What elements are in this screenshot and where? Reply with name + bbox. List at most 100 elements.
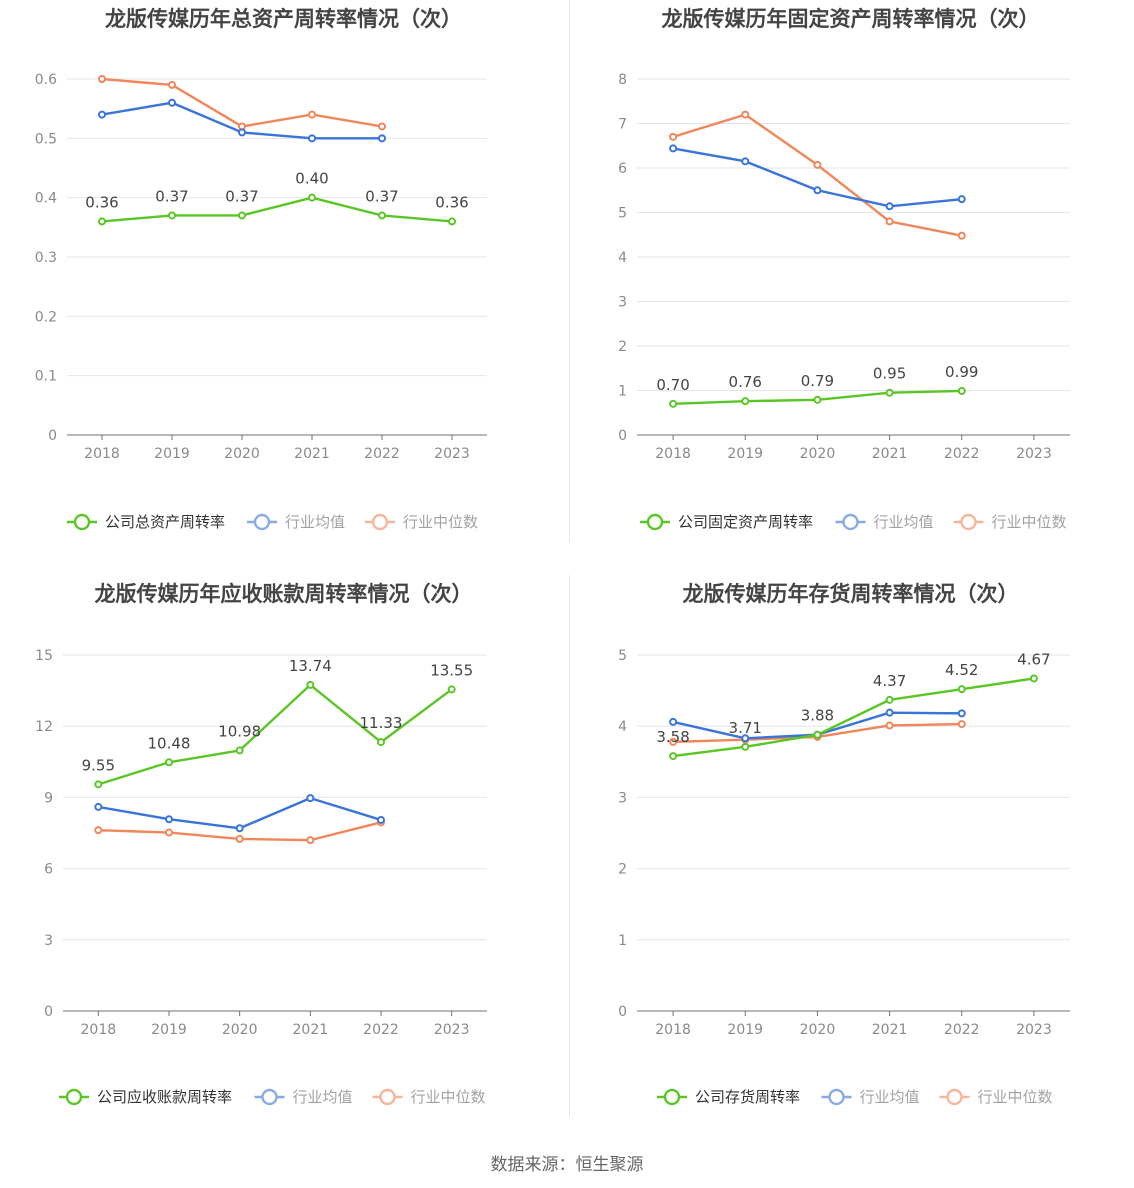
panel-divider: [569, 0, 570, 542]
legend-marker-icon: [261, 1088, 278, 1106]
chart-title: 龙版传媒历年应收账款周转率情况（次）: [95, 582, 473, 606]
y-tick-label: 3: [44, 933, 53, 949]
legend-label: 行业均值: [874, 513, 934, 531]
legend-item-company: 公司固定资产周转率: [640, 513, 813, 531]
x-tick-label: 2019: [727, 1022, 763, 1038]
data-point-company: [741, 397, 750, 406]
data-point-company: [957, 685, 966, 694]
data-label: 0.37: [365, 187, 398, 205]
legend-label: 公司固定资产周转率: [678, 513, 813, 531]
series-line-company: [672, 677, 1035, 758]
x-tick-label: 2018: [655, 1022, 691, 1038]
legend-marker-icon: [960, 513, 977, 531]
data-point-median: [98, 75, 106, 83]
data-point-company: [238, 211, 246, 220]
legend-item-average: 行业均值: [835, 513, 934, 531]
series-line-median: [101, 77, 383, 128]
y-tick-label: 5: [618, 648, 627, 664]
data-point-company: [669, 752, 678, 761]
data-point-company: [669, 399, 678, 408]
data-point-company: [98, 217, 106, 226]
legend-marker-icon: [842, 513, 859, 531]
data-label: 0.95: [873, 365, 906, 383]
chart-panel-total-asset-turnover: 龙版传媒历年总资产周转率情况（次） 0 0.1 0.2 0.3 0.4 0.5 0.6 2018…: [0, 0, 567, 575]
legend-label: 行业均值: [285, 513, 345, 531]
data-point-median: [669, 132, 678, 141]
series-line-average: [672, 147, 962, 208]
legend-label: 公司应收账款周转率: [97, 1088, 232, 1106]
data-label: 3.88: [801, 707, 834, 725]
legend-label: 行业中位数: [411, 1088, 486, 1106]
legend-item-median: 行业中位数: [953, 513, 1067, 531]
y-tick-label: 3: [618, 790, 627, 806]
data-point-median: [885, 721, 894, 730]
data-label: 0.36: [85, 193, 118, 211]
x-tick-label: 2019: [727, 446, 763, 462]
y-tick-label: 0: [618, 1004, 627, 1020]
chart-svg: 龙版传媒历年应收账款周转率情况（次） 0 3 6 9 12 15 2018 2019 2020 20…: [35, 582, 487, 1106]
data-point-median: [94, 826, 103, 835]
data-label: 4.52: [945, 661, 978, 679]
data-point-average: [165, 815, 173, 824]
x-tick-label: 2020: [800, 1022, 836, 1038]
y-tick-label: 0: [44, 1004, 53, 1020]
data-point-average: [168, 98, 176, 107]
data-point-median: [885, 217, 894, 226]
data-point-company: [94, 780, 103, 789]
data-point-average: [235, 824, 244, 833]
data-point-company: [448, 217, 456, 226]
data-label: 10.48: [148, 734, 191, 752]
data-point-average: [378, 134, 386, 143]
data-source-note: 数据来源：恒生聚源: [490, 1155, 644, 1175]
chart-title: 龙版传媒历年总资产周转率情况（次）: [105, 7, 462, 31]
y-tick-label: 8: [618, 72, 627, 88]
chart-panel-inventory-turnover: 龙版传媒历年存货周转率情况（次） 0 1 2 3 4 5 2018 2019 2020 2021 20…: [567, 575, 1134, 1150]
series-line-company: [97, 683, 453, 786]
data-label: 3.58: [656, 728, 689, 746]
data-label: 9.55: [82, 756, 115, 774]
data-label: 4.37: [873, 672, 906, 690]
legend-label: 公司总资产周转率: [105, 513, 225, 531]
legend-label: 行业均值: [293, 1088, 353, 1106]
x-tick-label: 2022: [944, 1022, 980, 1038]
data-label: 4.67: [1017, 650, 1050, 668]
legend-label: 行业中位数: [403, 513, 478, 531]
data-label: 0.37: [155, 187, 188, 205]
data-point-company: [813, 395, 822, 404]
legend-marker-icon: [379, 1088, 396, 1106]
legend-item-median: 行业中位数: [939, 1088, 1053, 1106]
x-tick-label: 2023: [1016, 446, 1052, 462]
x-tick-label: 2018: [81, 1022, 117, 1038]
data-point-company: [377, 738, 385, 747]
data-point-median: [308, 110, 316, 119]
x-tick-label: 2023: [434, 1022, 470, 1038]
legend-marker-icon: [371, 513, 389, 531]
data-point-average: [885, 202, 894, 211]
data-point-median: [741, 110, 750, 119]
y-tick-label: 4: [618, 719, 627, 735]
legend-marker-icon: [65, 1088, 83, 1106]
data-point-median: [165, 828, 173, 837]
legend-item-company: 公司存货周转率: [657, 1088, 800, 1106]
data-point-average: [885, 708, 894, 717]
panel-divider: [569, 575, 570, 1117]
data-point-average: [957, 195, 966, 204]
data-point-average: [741, 157, 750, 166]
data-point-median: [168, 80, 176, 89]
data-point-median: [669, 737, 678, 746]
data-label: 0.36: [435, 193, 468, 211]
data-point-average: [306, 794, 315, 803]
y-tick-label: 1: [618, 933, 627, 949]
x-tick-label: 2023: [1016, 1022, 1052, 1038]
data-point-company: [235, 746, 244, 755]
legend-marker-icon: [946, 1088, 963, 1106]
data-label: 0.70: [656, 376, 689, 394]
data-point-company: [306, 680, 315, 689]
chart-title: 龙版传媒历年固定资产周转率情况（次）: [662, 7, 1040, 31]
x-tick-label: 2019: [151, 1022, 187, 1038]
data-label: 0.40: [295, 170, 328, 188]
y-tick-label: 3: [618, 295, 627, 311]
x-tick-label: 2021: [872, 446, 908, 462]
legend-marker-icon: [73, 513, 91, 531]
data-label: 0.37: [225, 187, 258, 205]
